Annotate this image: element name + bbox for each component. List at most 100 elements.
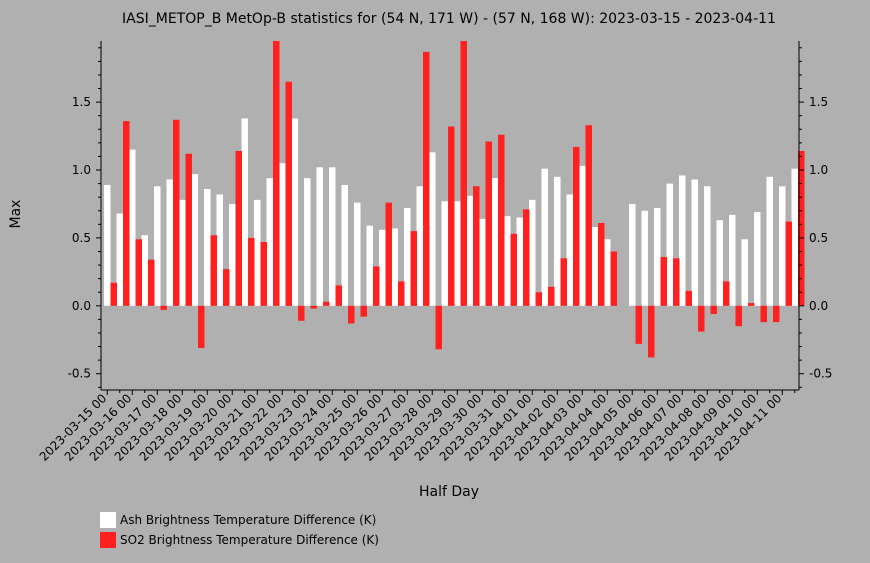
ash-series	[104, 118, 798, 306]
ash-bar	[179, 199, 186, 306]
ash-bar	[679, 175, 686, 306]
so2-bar	[248, 237, 255, 306]
ash-bar	[416, 186, 423, 306]
so2-bar	[435, 305, 442, 350]
ash-bar	[504, 216, 511, 306]
so2-bar	[535, 292, 542, 306]
so2-bar	[235, 151, 242, 306]
ash-bar	[729, 214, 736, 306]
so2-bar	[585, 125, 592, 306]
so2-bar	[148, 259, 155, 306]
ash-bar	[341, 184, 348, 306]
so2-bar	[773, 305, 780, 323]
so2-bar	[423, 51, 430, 306]
ash-bar	[141, 235, 148, 306]
so2-series	[110, 41, 805, 358]
legend-swatch-ash	[100, 512, 116, 528]
ash-bar	[741, 239, 748, 306]
ash-bar	[529, 199, 536, 306]
ash-bar	[666, 183, 673, 306]
so2-bar	[210, 235, 217, 306]
ash-bar	[716, 220, 723, 306]
ash-bar	[754, 212, 761, 306]
ash-bar	[366, 225, 373, 306]
y-tick-label-right: 0.5	[809, 231, 828, 245]
so2-bar	[360, 305, 367, 317]
ash-bar	[391, 228, 398, 306]
ash-bar	[566, 194, 573, 306]
so2-bar	[285, 81, 292, 306]
y-tick-label: -0.5	[68, 367, 91, 381]
so2-bar	[185, 153, 192, 306]
so2-bar	[460, 41, 467, 306]
plot-area	[104, 41, 805, 358]
so2-bar	[710, 305, 717, 314]
so2-bar	[560, 258, 567, 306]
so2-bar	[510, 233, 517, 306]
so2-bar	[298, 305, 305, 321]
so2-bar	[635, 305, 642, 344]
y-tick-label-right: -0.5	[809, 367, 832, 381]
ash-bar	[266, 178, 273, 306]
legend-label-ash: Ash Brightness Temperature Difference (K…	[120, 513, 376, 527]
ash-bar	[154, 186, 161, 306]
so2-bar	[598, 222, 605, 306]
ash-bar	[316, 167, 323, 306]
so2-bar	[260, 241, 267, 306]
ash-bar	[441, 201, 448, 306]
so2-bar	[548, 286, 555, 306]
ash-bar	[541, 168, 548, 306]
ash-bar	[704, 186, 711, 306]
ash-bar	[254, 199, 261, 306]
so2-bar	[110, 282, 117, 306]
ash-bar	[404, 208, 411, 306]
ash-bar	[191, 174, 198, 306]
ash-bar	[641, 210, 648, 306]
ash-bar	[229, 203, 236, 306]
so2-bar	[573, 146, 580, 306]
ash-bar	[354, 202, 361, 306]
ash-bar	[304, 178, 311, 306]
ash-bar	[479, 218, 486, 306]
so2-bar	[160, 305, 167, 310]
ash-bar	[766, 176, 773, 306]
so2-bar	[323, 301, 330, 306]
ash-bar	[429, 152, 436, 306]
ash-bar	[279, 163, 286, 306]
so2-bar	[410, 231, 417, 306]
so2-bar	[673, 258, 680, 306]
so2-bar	[398, 281, 405, 306]
y-tick-label: 0.5	[72, 231, 91, 245]
ash-bar	[129, 149, 136, 306]
so2-bar	[335, 285, 342, 306]
so2-bar	[723, 281, 730, 306]
ash-bar	[166, 179, 173, 306]
axes: -0.5 -0.50.0 0.00.5 0.51.0 1.01.5 1.52023-03-…	[37, 41, 832, 464]
ash-bar	[791, 168, 798, 306]
so2-bar	[135, 239, 142, 306]
so2-bar	[660, 256, 667, 306]
ash-bar	[291, 118, 298, 306]
so2-bar	[385, 202, 392, 306]
so2-bar	[698, 305, 705, 332]
ash-bar	[629, 203, 636, 306]
ash-bar	[216, 194, 223, 306]
ash-bar	[466, 195, 473, 306]
ash-bar	[516, 217, 523, 306]
so2-bar	[198, 305, 205, 348]
so2-bar	[273, 41, 280, 306]
so2-bar	[223, 269, 230, 306]
so2-bar	[173, 119, 180, 306]
so2-bar	[523, 209, 530, 306]
so2-bar	[373, 266, 380, 306]
ash-bar	[241, 118, 248, 306]
y-tick-label-right: 1.5	[809, 95, 828, 109]
ash-bar	[379, 229, 386, 306]
so2-bar	[610, 251, 617, 306]
chart-title: IASI_METOP_B MetOp-B statistics for (54 …	[122, 11, 776, 27]
y-tick-label: 1.5	[72, 95, 91, 109]
ash-bar	[779, 186, 786, 306]
ash-bar	[116, 213, 123, 306]
so2-bar	[498, 134, 505, 306]
ash-bar	[579, 165, 586, 306]
